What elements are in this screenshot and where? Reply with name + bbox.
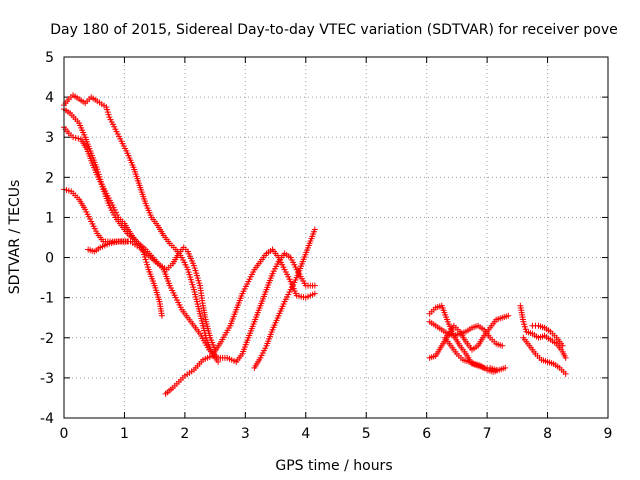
data-point (522, 326, 529, 333)
x-tick-label: 5 (362, 426, 371, 442)
data-point (142, 256, 149, 263)
y-axis-ticks: -4 -3 -2 -1 0 1 2 3 4 5 (40, 50, 608, 427)
data-point (311, 282, 318, 289)
data-points (61, 92, 569, 397)
y-tick-label: -3 (40, 371, 54, 387)
data-point (188, 279, 195, 286)
data-point (502, 364, 509, 371)
data-point (143, 259, 150, 266)
data-point (193, 270, 200, 277)
data-point (144, 264, 151, 271)
data-point (75, 135, 82, 142)
data-point (311, 226, 318, 233)
data-point (124, 238, 131, 245)
y-axis-label: SDTVAR / TECUs (7, 180, 23, 295)
x-tick-label: 4 (301, 426, 310, 442)
x-tick-label: 8 (543, 426, 552, 442)
data-point (193, 272, 200, 279)
data-point (187, 276, 194, 283)
data-point (520, 318, 527, 325)
data-point (190, 284, 197, 291)
data-point (144, 261, 151, 268)
data-point (186, 271, 193, 278)
x-axis-label: GPS time / hours (275, 458, 392, 474)
x-tick-label: 1 (120, 426, 129, 442)
data-point (190, 262, 197, 269)
x-tick-label: 6 (422, 426, 431, 442)
y-tick-label: -2 (40, 331, 54, 347)
x-tick-label: 2 (180, 426, 189, 442)
data-point (112, 209, 119, 216)
plot-frame (63, 56, 609, 419)
data-point (505, 312, 512, 319)
data-point (562, 354, 569, 361)
data-point (194, 275, 201, 282)
chart-title: Day 180 of 2015, Sidereal Day-to-day VTE… (50, 22, 618, 38)
y-tick-label: 5 (45, 50, 54, 66)
y-tick-label: -1 (40, 291, 54, 307)
data-point (158, 312, 165, 319)
data-point (111, 206, 118, 213)
y-tick-label: 2 (45, 170, 54, 186)
data-point (104, 109, 111, 116)
data-point (184, 266, 191, 273)
y-tick-label: 0 (45, 251, 54, 267)
x-tick-label: 0 (60, 426, 69, 442)
x-tick-label: 3 (241, 426, 250, 442)
grid-lines (64, 57, 608, 418)
data-point (192, 267, 199, 274)
data-point (110, 204, 117, 211)
data-point (72, 134, 79, 141)
data-point (103, 104, 110, 111)
data-point (562, 370, 569, 377)
data-point (105, 111, 112, 118)
data-point (185, 269, 192, 276)
x-tick-label: 9 (604, 426, 613, 442)
data-point (191, 265, 198, 272)
y-tick-label: 4 (45, 90, 54, 106)
y-tick-label: 3 (45, 130, 54, 146)
y-tick-label: 1 (45, 210, 54, 226)
data-point (114, 211, 121, 218)
data-point (104, 106, 111, 113)
data-point (311, 290, 318, 297)
data-point (189, 281, 196, 288)
data-point (559, 342, 566, 349)
x-tick-label: 7 (483, 426, 492, 442)
data-point (521, 321, 528, 328)
data-point (187, 274, 194, 281)
data-point (196, 280, 203, 287)
data-point (195, 277, 202, 284)
data-point (499, 342, 506, 349)
y-tick-label: -4 (40, 411, 54, 427)
data-point (70, 134, 77, 141)
data-point (521, 323, 528, 330)
